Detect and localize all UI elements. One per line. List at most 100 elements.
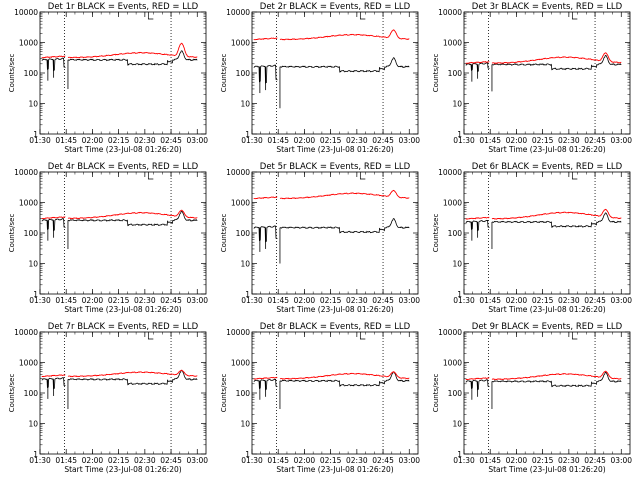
x-axis-label: Start Time (23-Jul-08 01:26:20) [276,145,393,154]
y-axis-label: Counts/sec [432,214,440,253]
events-series-line [253,371,410,391]
x-tick-label: 02:45 [160,456,182,465]
y-tick-label: 100 [236,389,251,398]
x-tick-label: 02:30 [134,456,156,465]
y-tick-label: 1 [33,450,38,459]
lld-series-line [253,371,410,380]
y-tick-label: 1000 [231,199,250,208]
x-tick-label: 02:00 [506,296,528,305]
y-tick-label: 100 [236,229,251,238]
x-tick-label: 02:45 [160,296,182,305]
y-axis-label: Counts/sec [220,214,228,253]
x-tick-label: 02:00 [506,456,528,465]
panel-title: Det 2r BLACK = Events, RED = LLD [260,2,411,12]
detector-panel-6: Det 6r BLACK = Events, RED = LLD 1 10 100 10… [432,162,632,314]
y-axis-label: Counts/sec [8,214,16,253]
x-axis-label: Start Time (23-Jul-08 01:26:20) [488,305,605,314]
detector-panel-9: Det 9r BLACK = Events, RED = LLD 1 10 100 10… [432,322,632,474]
x-axis-label: Start Time (23-Jul-08 01:26:20) [276,305,393,314]
panel-title: Det 9r BLACK = Events, RED = LLD [472,322,623,332]
detector-panel-4: Det 4r BLACK = Events, RED = LLD 1 10 100 10… [8,162,208,314]
y-tick-label: 10 [240,420,250,429]
y-tick-label: 1 [245,450,250,459]
x-tick-label: 02:45 [584,296,606,305]
x-tick-label: 02:15 [532,456,554,465]
y-tick-label: 1 [33,130,38,139]
lld-series-line [465,208,622,220]
y-tick-label: 10 [452,260,462,269]
x-axis-label: Start Time (23-Jul-08 01:26:20) [64,305,181,314]
x-tick-label: 02:45 [372,136,394,145]
x-tick-label: 02:30 [558,296,580,305]
y-tick-label: 1 [457,130,462,139]
x-tick-label: 02:30 [346,136,368,145]
interval-bracket [359,12,366,20]
x-tick-label: 03:00 [398,136,420,145]
panel-title: Det 1r BLACK = Events, RED = LLD [48,2,199,12]
y-tick-label: 10 [452,100,462,109]
y-tick-label: 100 [448,389,463,398]
y-axis-label: Counts/sec [220,374,228,413]
x-axis-label: Start Time (23-Jul-08 01:26:20) [64,145,181,154]
y-tick-label: 1 [457,450,462,459]
x-tick-label: 02:30 [346,456,368,465]
panel-title: Det 8r BLACK = Events, RED = LLD [260,322,411,332]
x-axis-label: Start Time (23-Jul-08 01:26:20) [488,145,605,154]
lld-series-line [41,209,198,220]
x-tick-label: 02:00 [294,296,316,305]
y-tick-label: 100 [448,229,463,238]
x-tick-label: 01:45 [479,456,501,465]
x-tick-label: 03:00 [610,456,632,465]
x-tick-label: 01:30 [241,296,263,305]
x-tick-label: 02:45 [584,456,606,465]
y-tick-label: 10000 [14,8,38,17]
x-tick-label: 01:45 [479,136,501,145]
interval-bracket [571,12,578,20]
x-tick-label: 02:30 [134,136,156,145]
events-series-line [465,54,622,73]
panel-title: Det 5r BLACK = Events, RED = LLD [260,162,411,172]
y-tick-label: 1000 [19,359,38,368]
x-tick-label: 02:00 [82,136,104,145]
x-tick-label: 02:15 [320,136,342,145]
x-tick-label: 02:00 [82,296,104,305]
y-axis-label: Counts/sec [432,54,440,93]
x-tick-label: 01:45 [55,136,77,145]
x-tick-label: 02:15 [108,136,130,145]
x-tick-label: 03:00 [186,136,208,145]
lld-series-line [465,52,622,64]
x-tick-label: 01:30 [453,296,475,305]
x-tick-label: 01:30 [29,296,51,305]
x-tick-label: 01:30 [453,136,475,145]
x-tick-label: 01:30 [241,456,263,465]
y-tick-label: 1 [457,290,462,299]
x-tick-label: 01:30 [241,136,263,145]
x-tick-label: 02:15 [532,296,554,305]
y-tick-label: 1000 [19,39,38,48]
x-tick-label: 02:30 [134,296,156,305]
panel-title: Det 4r BLACK = Events, RED = LLD [48,162,199,172]
x-tick-label: 02:45 [584,136,606,145]
y-tick-label: 10000 [14,168,38,177]
y-tick-label: 100 [24,229,39,238]
plot-frame [39,171,207,295]
interval-bracket [571,332,578,340]
panel-title: Det 7r BLACK = Events, RED = LLD [48,322,199,332]
x-tick-label: 02:15 [320,296,342,305]
interval-bracket [571,172,578,180]
y-tick-label: 10000 [438,328,462,337]
y-axis-label: Counts/sec [220,54,228,93]
events-series-line [253,218,410,243]
interval-bracket [147,12,154,20]
plot-frame [463,11,631,135]
panel-title: Det 3r BLACK = Events, RED = LLD [472,2,623,12]
x-tick-label: 02:00 [294,456,316,465]
y-tick-label: 10 [28,100,38,109]
x-tick-label: 01:45 [55,296,77,305]
y-tick-label: 10 [28,420,38,429]
y-tick-label: 10000 [14,328,38,337]
x-tick-label: 02:45 [160,136,182,145]
x-tick-label: 02:45 [372,296,394,305]
y-tick-label: 1000 [443,359,462,368]
x-tick-label: 01:45 [267,456,289,465]
